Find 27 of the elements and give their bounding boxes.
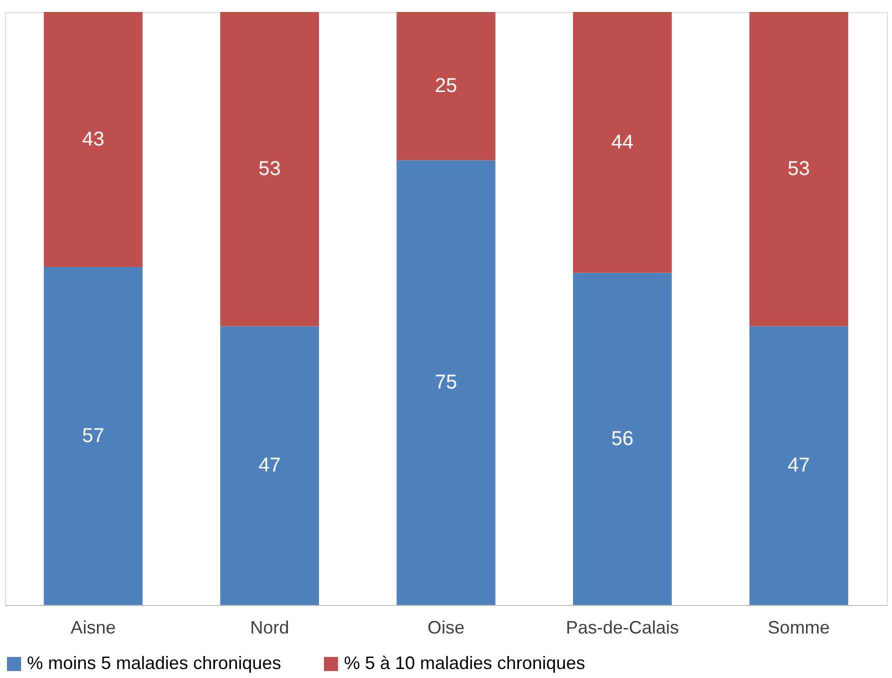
x-tick-label: Pas-de-Calais	[566, 618, 679, 638]
data-label: 25	[434, 75, 458, 98]
legend-label: % moins 5 maladies chroniques	[27, 653, 282, 673]
data-label: 47	[788, 454, 810, 477]
data-label: 44	[611, 131, 634, 154]
bar	[573, 272, 672, 605]
legend-label: % 5 à 10 maladies chroniques	[344, 653, 586, 673]
data-label: 53	[258, 158, 281, 180]
data-label: 43	[82, 128, 104, 150]
bar	[220, 12, 319, 326]
x-tick-label: Aisne	[70, 618, 116, 638]
data-label: 47	[258, 454, 281, 477]
bar	[573, 12, 672, 273]
x-tick-label: Nord	[250, 618, 290, 638]
data-label: 53	[788, 158, 810, 180]
x-tick-label: Somme	[768, 618, 830, 638]
data-label: 75	[434, 372, 458, 394]
bar	[44, 266, 143, 605]
data-label: 57	[82, 424, 104, 447]
bar	[749, 12, 848, 326]
x-tick-label: Oise	[427, 618, 465, 638]
bar	[44, 12, 143, 267]
data-label: 56	[611, 428, 634, 450]
bar	[749, 326, 848, 605]
bar	[396, 12, 496, 160]
bar	[396, 160, 496, 605]
bar	[220, 326, 319, 605]
